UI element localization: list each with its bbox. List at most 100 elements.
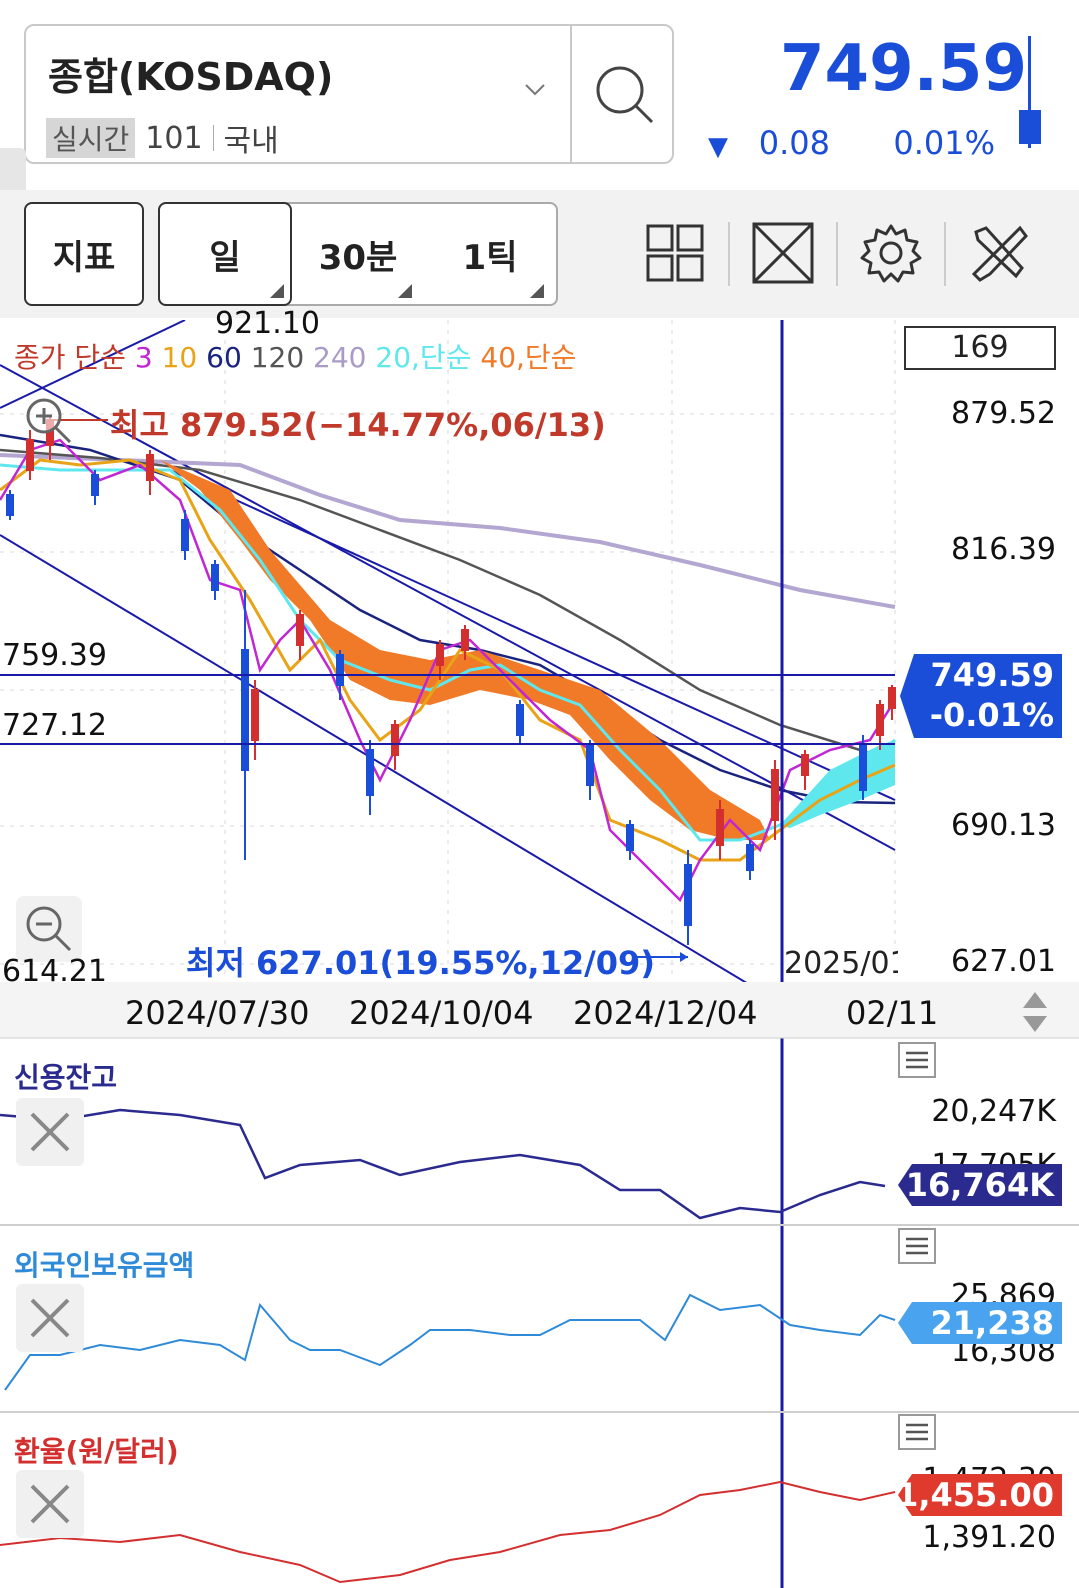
credit-axis-top: 20,247K (931, 1094, 1056, 1129)
foreign-holdings-title: 외국인보유금액 (14, 1249, 195, 1282)
toolbar-divider (836, 222, 838, 286)
credit-tag-value: 16,764K (905, 1166, 1054, 1204)
period-30min-label: 30분 (318, 237, 398, 278)
mini-candle-icon (1028, 36, 1031, 148)
exchange-tag-value: 1,455.00 (896, 1476, 1054, 1514)
symbol-meta: 실시간 101 국내 (46, 116, 279, 160)
settings-gear-icon[interactable] (856, 218, 926, 288)
toolbar-divider (728, 222, 730, 286)
x-axis-label: 2024/10/04 (349, 994, 534, 1032)
symbol-selector[interactable]: 종합(KOSDAQ) 실시간 101 국내 (24, 24, 674, 164)
legend-ma240: 240 (313, 341, 367, 374)
symbol-code: 101 (145, 120, 203, 156)
current-price-tag: 749.59 -0.01% (900, 654, 1062, 738)
foreign-tag-value: 21,238 (930, 1304, 1054, 1342)
price-candles (6, 415, 896, 945)
period-30min-button[interactable]: 30분 (298, 204, 418, 304)
exchange-axis-bottom: 1,391.20 (922, 1520, 1056, 1555)
chart-area[interactable] (0, 320, 1079, 1588)
foreign-tag: 21,238 (898, 1302, 1062, 1344)
period-day-button[interactable]: 일 (158, 202, 292, 306)
toolbar-divider (944, 222, 946, 286)
layout-grid-icon[interactable] (640, 218, 710, 288)
ma20-line (0, 463, 896, 842)
ma-legend[interactable]: 종가 단순 3 10 60 120 240 20,단순 40,단순 (14, 336, 576, 376)
selector-divider (570, 26, 572, 162)
x-axis-label: 02/11 (846, 994, 939, 1032)
x-axis-band (0, 982, 1079, 1038)
legend-ma120: 120 (250, 341, 305, 374)
exchange-rate-line (0, 1480, 896, 1584)
low-annotation-arrowhead (680, 952, 688, 962)
credit-axis-mid: 17,705K (931, 1148, 1056, 1166)
credit-tag: 16,764K (898, 1164, 1062, 1206)
top-price-label: 921.10 (215, 306, 320, 341)
main-chart-pane (0, 320, 897, 986)
menu-icon[interactable] (898, 1414, 936, 1450)
resistance-label: 759.39 (2, 638, 107, 673)
legend-ma10: 10 (161, 341, 198, 374)
close-icon[interactable] (16, 1284, 84, 1352)
y-axis-label: 690.13 (951, 808, 1056, 843)
zoom-in-icon[interactable] (20, 392, 76, 448)
tools-icon[interactable] (964, 218, 1034, 288)
scroll-updown-icon[interactable] (1020, 990, 1050, 1034)
legend-ma60: 60 (206, 341, 242, 374)
y-axis-label: 879.52 (951, 396, 1056, 431)
legend-ma40: 40,단순 (480, 341, 577, 374)
ma240-line (0, 453, 896, 609)
mini-candle-body (1019, 110, 1041, 144)
price-tag-shape (900, 654, 1062, 738)
fullscreen-icon[interactable] (748, 218, 818, 288)
realtime-badge: 실시간 (46, 118, 136, 158)
down-triangle-icon: ▼ (708, 132, 728, 162)
y-axis-label: 816.39 (951, 532, 1056, 567)
current-tag-price: 749.59 (930, 656, 1054, 694)
x-axis-label: 2024/07/30 (125, 994, 310, 1032)
current-price: 749.59 (780, 32, 1027, 106)
current-tag-pct: -0.01% (929, 696, 1054, 734)
crosshair-date-label: 2025/01 (784, 946, 898, 981)
credit-balance-line (0, 1108, 886, 1220)
ma3-line (0, 438, 897, 903)
search-button[interactable] (574, 26, 674, 162)
period-1tick-label: 1틱 (462, 237, 518, 278)
exchange-rate-title: 환율(원/달러) (14, 1435, 179, 1468)
period-1tick-button[interactable]: 1틱 (430, 204, 550, 304)
menu-icon[interactable] (898, 1042, 936, 1078)
visible-count-box[interactable]: 169 (904, 326, 1056, 370)
legend-ma3: 3 (134, 341, 153, 374)
credit-balance-title: 신용잔고 (14, 1061, 118, 1094)
meta-divider (212, 125, 214, 151)
legend-base-label: 종가 단순 (14, 341, 126, 374)
symbol-name: 종합(KOSDAQ) (48, 55, 334, 99)
credit-tag-shape (898, 1164, 1062, 1206)
indicator-button[interactable]: 지표 (24, 202, 144, 306)
chevron-down-icon[interactable] (524, 78, 546, 100)
close-icon[interactable] (16, 1098, 84, 1166)
credit-balance-pane (0, 1108, 1079, 1226)
close-icon[interactable] (16, 1470, 84, 1538)
symbol-market: 국내 (223, 124, 279, 159)
exchange-tag-shape (898, 1474, 1062, 1516)
menu-icon[interactable] (898, 1228, 936, 1264)
exchange-tag: 1,455.00 (896, 1474, 1062, 1516)
high-annotation: 최고 879.52(−14.77%,06/13) (110, 406, 606, 444)
period-day-label: 일 (209, 237, 241, 278)
support-label: 727.12 (2, 708, 107, 743)
y-axis-label: 627.01 (951, 944, 1056, 979)
foreign-holdings-pane (0, 1293, 1079, 1413)
exchange-axis-top: 1,472.30 (900, 1462, 1056, 1476)
foreign-tag-shape (898, 1302, 1062, 1344)
zoom-out-icon[interactable] (16, 896, 82, 962)
x-axis-label: 2024/12/04 (573, 994, 758, 1032)
search-icon (596, 66, 654, 124)
foreign-holdings-line (4, 1293, 896, 1391)
low-annotation: 최저 627.01(19.55%,12/09) (186, 944, 655, 982)
price-change: 0.08 (758, 124, 830, 162)
price-change-pct: 0.01% (893, 124, 995, 162)
exchange-rate-pane (0, 1480, 896, 1584)
min-visible-label: 614.21 (2, 954, 107, 989)
ma120-line (0, 448, 896, 762)
legend-ma20: 20,단순 (375, 341, 472, 374)
